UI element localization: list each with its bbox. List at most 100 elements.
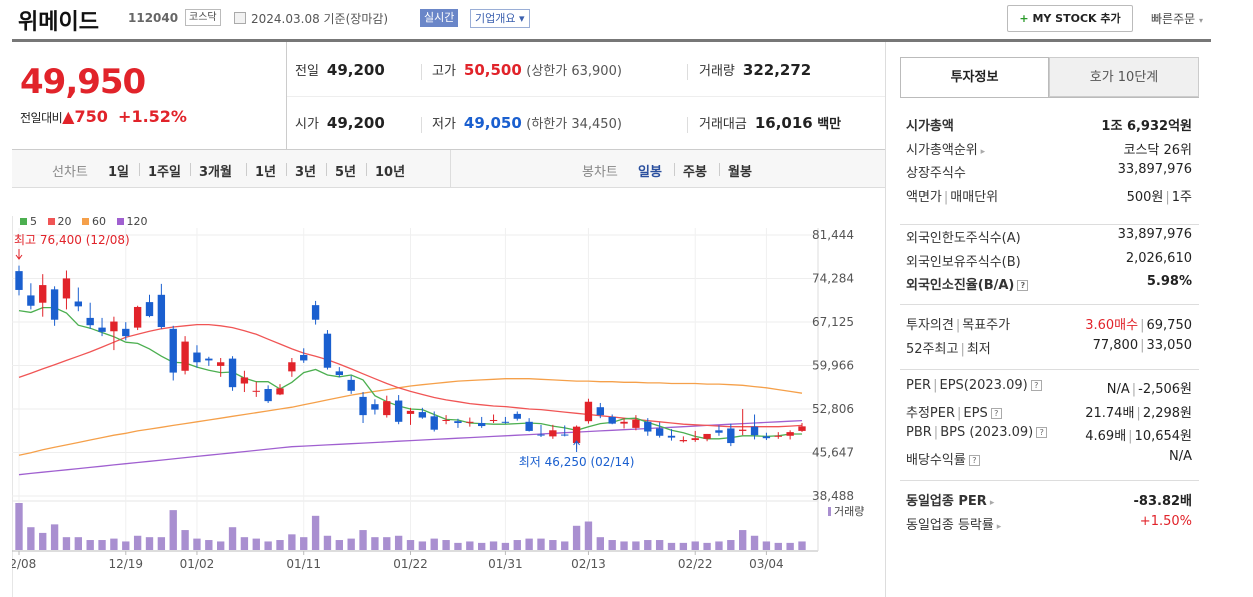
volume-bar (98, 540, 106, 550)
info-value: 5.98% (1146, 274, 1192, 289)
candle-body (798, 426, 806, 431)
divider (719, 163, 720, 176)
volume-bar (561, 541, 569, 550)
info-value: N/A (1169, 448, 1192, 464)
quote-summary: 전일 49,200 고가 50,500 (상한가 63,900) 거래량 322,27… (287, 42, 885, 150)
legend-ma5-label: 5 (30, 215, 37, 228)
chart-legend: 5 20 60 120 (20, 215, 155, 228)
volume-bar (15, 503, 23, 550)
tab-order-book[interactable]: 호가 10단계 (1049, 57, 1199, 97)
x-tick-label: 03/04 (749, 557, 784, 571)
legend-ma120: 120 (116, 215, 148, 228)
info-row[interactable]: 시가총액순위 ▸ 코스닥 26위 (906, 139, 1192, 161)
candle-body (750, 426, 759, 436)
period-1d[interactable]: 1일 (108, 165, 130, 180)
add-my-stock-button[interactable]: + MY STOCK 추가 (1007, 5, 1133, 32)
prev-close-value: 49,200 (326, 61, 385, 79)
help-icon[interactable]: ? (990, 407, 1002, 419)
prev-close: 전일 49,200 (295, 60, 385, 79)
info-value: +1.50% (1139, 513, 1192, 529)
volume-legend-label: 거래량 (834, 505, 864, 518)
open-value: 49,200 (326, 114, 385, 132)
upper-limit: (상한가 63,900) (526, 64, 622, 79)
company-info-button[interactable]: 기업개요 ▾ (470, 9, 530, 28)
volume-bar (62, 537, 71, 550)
legend-ma120-label: 120 (126, 215, 148, 228)
volume-legend-swatch (828, 507, 831, 516)
divider (366, 163, 367, 176)
candle-body (74, 301, 82, 307)
low-annotation: 최저 46,250 (02/14) (519, 455, 635, 469)
quick-order-button[interactable]: 빠른주문 ▾ (1151, 10, 1203, 27)
divider (687, 117, 688, 133)
candle-daily[interactable]: 일봉 (638, 165, 662, 180)
info-row: 시가총액 1조 6,932억원 (906, 115, 1192, 137)
volume-bar (217, 541, 225, 550)
volume-bar (169, 510, 177, 550)
candle-body (86, 317, 94, 326)
info-row: 추정PER | EPS? 21.74배 | 2,298원 (906, 402, 1192, 424)
candle-body (442, 419, 450, 421)
chevron-down-icon: ▾ (1199, 16, 1204, 25)
divider (190, 163, 191, 176)
info-row: 외국인한도주식수(A) 33,897,976 (906, 227, 1192, 249)
volume-bar (335, 540, 343, 550)
period-1w[interactable]: 1주일 (148, 165, 181, 180)
stock-name: 위메이드 (18, 10, 99, 35)
candle-body (145, 302, 154, 317)
y-tick-label: 74,284 (812, 272, 854, 286)
candle-body (786, 432, 794, 436)
volume-bar (786, 542, 794, 550)
period-3m[interactable]: 3개월 (199, 165, 232, 180)
candle-monthly[interactable]: 월봉 (728, 165, 752, 180)
period-1y[interactable]: 1년 (255, 165, 277, 180)
amount-unit: 백만 (817, 117, 842, 132)
volume-bar (205, 540, 213, 550)
volume-value: 322,272 (742, 61, 812, 79)
candle-body (406, 410, 415, 414)
trade-amount: 거래대금 16,016 백만 (699, 113, 841, 132)
volume-bar (323, 535, 332, 550)
chart-canvas: 81,444 74,284 67,125 59,966 52,806 45,647 38,4… (12, 216, 864, 597)
info-label: 추정PER | EPS? (906, 402, 1002, 421)
info-row[interactable]: 동일업종 PER ▸ -83.82배 (906, 490, 1192, 512)
help-icon[interactable]: ? (968, 454, 980, 466)
help-icon[interactable]: ? (1030, 380, 1042, 391)
info-label: 상장주식수 (906, 166, 966, 181)
volume-bar (347, 538, 355, 550)
volume-bar (383, 537, 391, 550)
period-10y[interactable]: 10년 (375, 165, 406, 180)
info-row: 52주최고 | 최저 77,800 | 33,050 (906, 338, 1192, 360)
volume-bar (774, 542, 782, 550)
info-value: 21.74배 | 2,298원 (1085, 405, 1192, 421)
volume-bar (537, 538, 545, 550)
tab-investment-info[interactable]: 투자정보 (900, 57, 1049, 97)
high-value: 50,500 (463, 61, 522, 79)
x-tick-label: 02/13 (571, 557, 606, 571)
help-icon[interactable]: ? (1036, 427, 1048, 438)
period-3y[interactable]: 3년 (295, 165, 317, 180)
divider (139, 163, 140, 176)
volume-bar (549, 540, 557, 550)
period-5y[interactable]: 5년 (335, 165, 357, 180)
volume-bar (430, 538, 438, 550)
candle-body (478, 423, 486, 427)
volume-bar (620, 541, 628, 550)
change-percent: +1.52% (118, 107, 187, 126)
info-row: 외국인보유주식수(B) 2,026,610 (906, 251, 1192, 273)
help-icon[interactable]: ? (1017, 280, 1029, 291)
candle-body (335, 371, 343, 376)
period-selector: 선차트 1일 1주일 3개월 1년 3년 5년 10년 봉차트 일봉 주봉 월봉 (12, 150, 885, 188)
candle-body (27, 295, 35, 306)
realtime-button[interactable]: 실시간 (420, 9, 459, 27)
candle-body (359, 396, 367, 416)
price-chart[interactable]: 5 20 60 120 81,444 74,284 67,125 59,966 52,8… (12, 188, 885, 597)
candle-weekly[interactable]: 주봉 (683, 165, 707, 180)
candle-body (679, 440, 688, 442)
plus-icon: + (1019, 12, 1029, 25)
candle-body (371, 404, 379, 410)
investment-info-panel: 투자정보 호가 10단계 시가총액 1조 6,932억원 시가총액순위 ▸ 코스닥 2… (885, 42, 1211, 597)
amount-label: 거래대금 (699, 117, 747, 132)
x-tick-label: 01/22 (393, 557, 428, 571)
info-row[interactable]: 동일업종 등락률 ▸ +1.50% (906, 514, 1192, 536)
